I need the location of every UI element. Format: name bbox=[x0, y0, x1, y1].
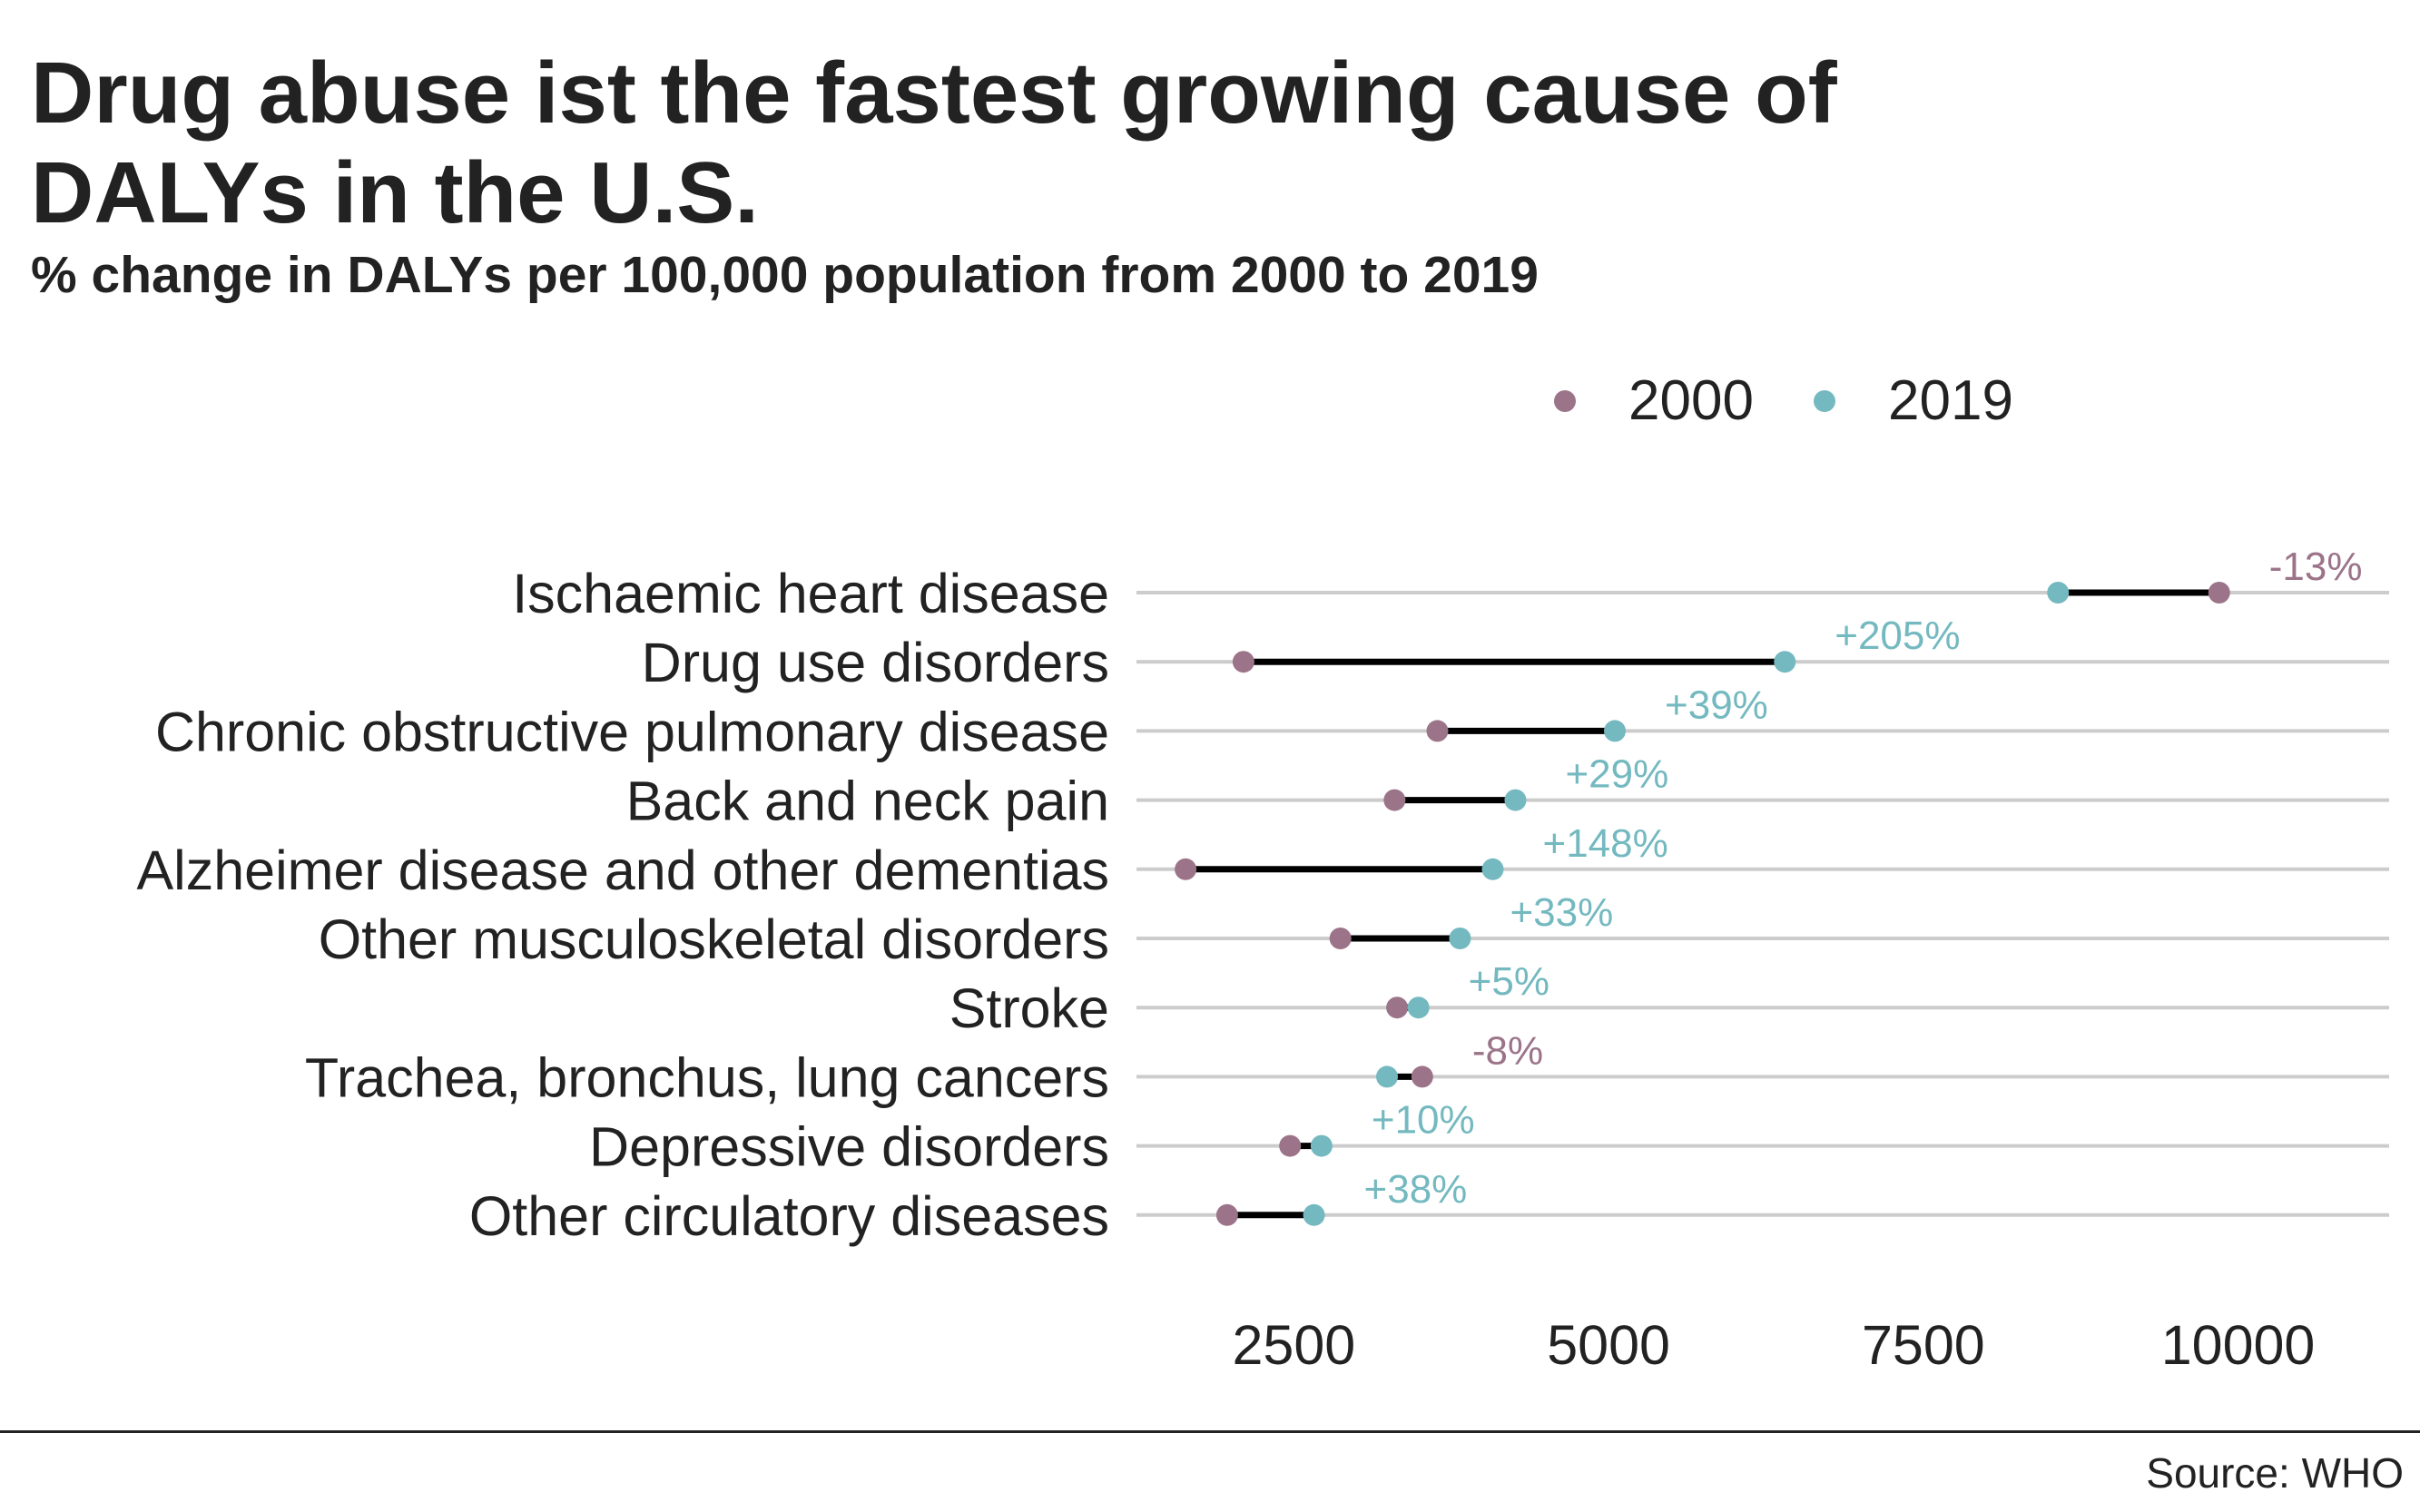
point-2019 bbox=[1407, 997, 1430, 1019]
category-label: Other musculoskeletal disorders bbox=[319, 908, 1109, 970]
point-2019 bbox=[1310, 1134, 1333, 1157]
plot-area: Ischaemic heart disease -13% Drug use diso… bbox=[137, 545, 2389, 1376]
point-2019 bbox=[2047, 582, 2070, 604]
dumbbell-chart: 2000 2019 Ischaemic heart disease -13% Dru… bbox=[137, 369, 2389, 1376]
point-2000 bbox=[1232, 651, 1254, 673]
category-label: Other circulatory diseases bbox=[469, 1185, 1109, 1247]
category-label: Stroke bbox=[949, 977, 1109, 1039]
change-label: +10% bbox=[1372, 1098, 1475, 1143]
point-2019 bbox=[1604, 720, 1627, 742]
footer-divider bbox=[0, 1430, 2420, 1433]
legend: 2000 2019 bbox=[1554, 369, 2013, 432]
x-tick-label: 5000 bbox=[1547, 1314, 1670, 1376]
change-label: +39% bbox=[1665, 682, 1768, 727]
change-label: -13% bbox=[2269, 545, 2363, 589]
point-2019 bbox=[1481, 858, 1504, 880]
change-label: +29% bbox=[1565, 752, 1668, 797]
legend-marker-2019 bbox=[1814, 390, 1835, 412]
change-label: +33% bbox=[1510, 890, 1613, 935]
point-2000 bbox=[1279, 1134, 1302, 1157]
point-2000 bbox=[2208, 582, 2230, 604]
point-2000 bbox=[1175, 858, 1197, 880]
point-2019 bbox=[1449, 928, 1471, 949]
point-2000 bbox=[1386, 997, 1409, 1019]
x-tick-label: 2500 bbox=[1233, 1314, 1356, 1376]
category-label: Drug use disorders bbox=[642, 632, 1109, 693]
category-label: Back and neck pain bbox=[626, 771, 1109, 832]
x-tick-label: 7500 bbox=[1862, 1314, 1985, 1376]
change-label: +38% bbox=[1364, 1167, 1468, 1212]
point-2019 bbox=[1504, 789, 1527, 811]
point-2000 bbox=[1215, 1203, 1238, 1226]
point-2019 bbox=[1303, 1203, 1325, 1226]
source-note: Source: WHO bbox=[2146, 1449, 2404, 1497]
point-2000 bbox=[1411, 1065, 1433, 1088]
category-label: Alzheimer disease and other dementias bbox=[137, 839, 1110, 901]
category-label: Depressive disorders bbox=[589, 1116, 1109, 1178]
legend-label-2019: 2019 bbox=[1888, 369, 2013, 432]
point-2000 bbox=[1383, 789, 1406, 811]
change-label: -8% bbox=[1472, 1028, 1543, 1073]
category-label: Chronic obstructive pulmonary disease bbox=[155, 701, 1109, 762]
change-label: +205% bbox=[1835, 614, 1960, 658]
change-label: +5% bbox=[1469, 959, 1549, 1004]
chart-subtitle: % change in DALYs per 100,000 population… bbox=[31, 246, 1539, 304]
chart-title: Drug abuse ist the fastest growing cause… bbox=[31, 44, 1837, 241]
x-tick-label: 10000 bbox=[2161, 1314, 2316, 1376]
change-label: +148% bbox=[1543, 821, 1668, 866]
category-label: Trachea, bronchus, lung cancers bbox=[305, 1046, 1109, 1108]
legend-marker-2000 bbox=[1554, 390, 1576, 412]
point-2000 bbox=[1329, 928, 1352, 949]
category-label: Ischaemic heart disease bbox=[512, 563, 1109, 624]
point-2019 bbox=[1376, 1065, 1398, 1088]
point-2019 bbox=[1774, 651, 1796, 673]
legend-label-2000: 2000 bbox=[1628, 369, 1754, 432]
point-2000 bbox=[1426, 720, 1449, 742]
